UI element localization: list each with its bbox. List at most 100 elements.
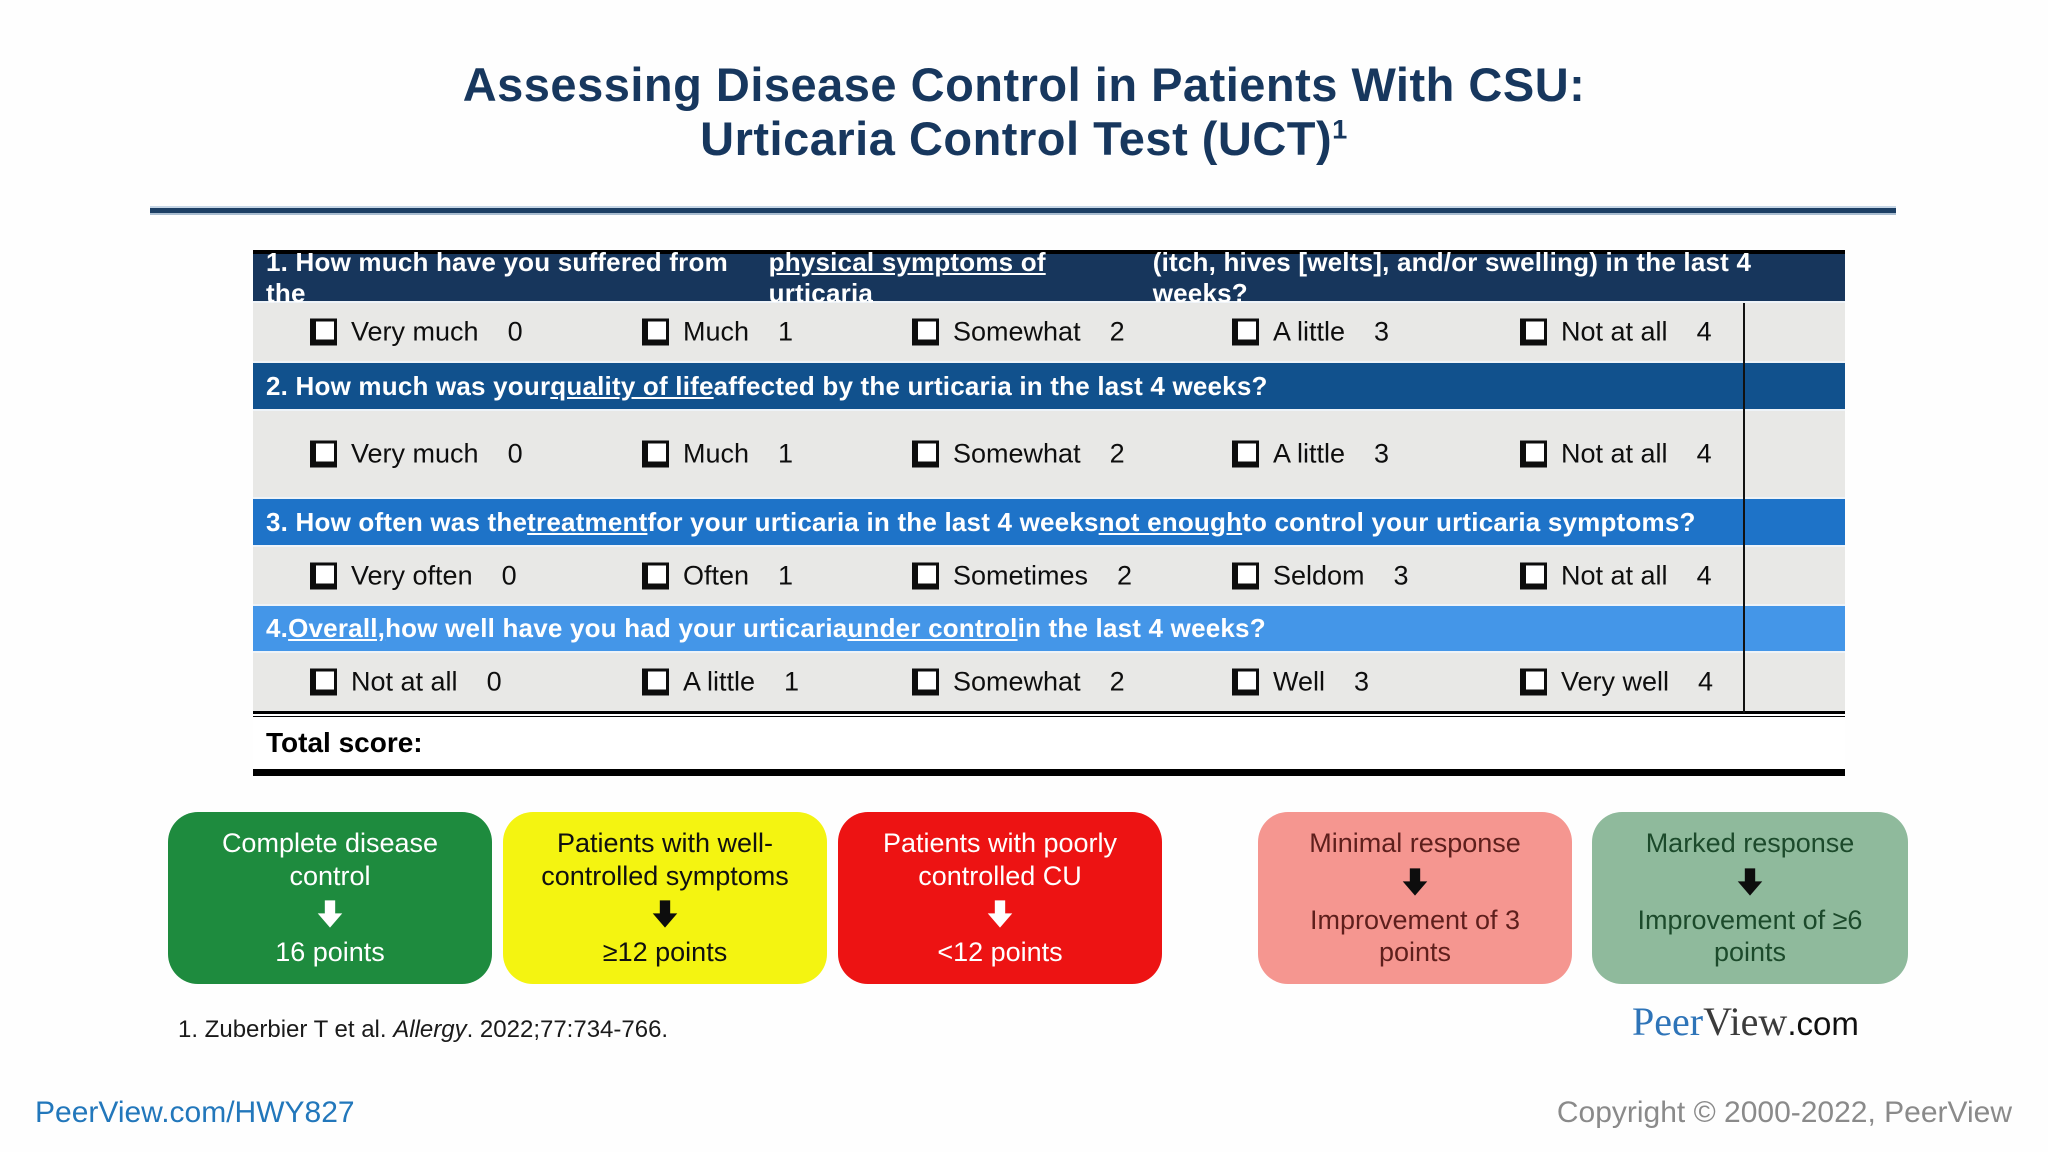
answer-label: A little bbox=[1273, 438, 1346, 469]
checkbox-icon[interactable] bbox=[1520, 562, 1547, 589]
checkbox-icon[interactable] bbox=[642, 440, 669, 468]
answer-option[interactable]: A little 1 bbox=[642, 667, 799, 698]
question-3-header: 3. How often was the treatment for your … bbox=[253, 497, 1845, 547]
total-score-row: Total score: bbox=[253, 717, 1845, 769]
score-box-points: Improvement of ≥6 points bbox=[1637, 904, 1863, 968]
answer-option[interactable]: Somewhat 2 bbox=[912, 439, 1125, 470]
answer-score: 4 bbox=[1696, 438, 1712, 469]
answer-label: Much bbox=[683, 438, 750, 469]
checkbox-icon[interactable] bbox=[1520, 668, 1547, 696]
checkbox-icon[interactable] bbox=[1232, 440, 1259, 468]
score-box-points: ≥12 points bbox=[602, 937, 728, 968]
checkbox-icon[interactable] bbox=[310, 668, 337, 696]
answer-option[interactable]: Much 1 bbox=[642, 317, 793, 348]
slide-title: Assessing Disease Control in Patients Wi… bbox=[0, 58, 2048, 165]
score-box-title: Complete disease control bbox=[221, 827, 439, 891]
answer-option[interactable]: Sometimes 2 bbox=[912, 560, 1132, 591]
answer-option[interactable]: Somewhat 2 bbox=[912, 667, 1125, 698]
checkbox-icon[interactable] bbox=[310, 318, 337, 346]
answer-option[interactable]: A little 3 bbox=[1232, 317, 1389, 348]
answer-label: Somewhat bbox=[953, 316, 1081, 347]
total-score-separator bbox=[253, 711, 1845, 717]
answer-option[interactable]: Not at all 4 bbox=[1520, 439, 1712, 470]
checkbox-icon[interactable] bbox=[310, 440, 337, 468]
score-box-title: Minimal response bbox=[1309, 827, 1521, 858]
question-2-answers: Very much 0 Much 1 Somewhat 2 A little 3 Not… bbox=[253, 411, 1845, 497]
total-score-label: Total score: bbox=[266, 727, 423, 758]
answer-option[interactable]: Very much 0 bbox=[310, 439, 523, 470]
logo-com: .com bbox=[1787, 1005, 1859, 1042]
checkbox-icon[interactable] bbox=[912, 318, 939, 346]
answer-option[interactable]: A little 3 bbox=[1232, 439, 1389, 470]
answer-label: Somewhat bbox=[953, 438, 1081, 469]
down-arrow-icon bbox=[317, 900, 343, 929]
answer-label: Often bbox=[683, 560, 750, 590]
answer-score: 2 bbox=[1109, 316, 1125, 347]
answer-label: Sometimes bbox=[953, 560, 1089, 590]
checkbox-icon[interactable] bbox=[1520, 318, 1547, 346]
checkbox-icon[interactable] bbox=[642, 562, 669, 589]
score-box-marked-response: Marked response Improvement of ≥6 points bbox=[1592, 812, 1908, 984]
answer-score: 3 bbox=[1354, 666, 1370, 697]
answer-label: Not at all bbox=[351, 666, 458, 697]
checkbox-icon[interactable] bbox=[1232, 318, 1259, 346]
logo-view: View bbox=[1703, 999, 1788, 1044]
answer-label: Not at all bbox=[1561, 316, 1668, 347]
score-box-points: Improvement of 3 points bbox=[1309, 904, 1521, 968]
down-arrow-icon bbox=[652, 900, 678, 929]
answer-label: Seldom bbox=[1273, 560, 1365, 590]
answer-score: 1 bbox=[784, 666, 800, 697]
checkbox-icon[interactable] bbox=[310, 562, 337, 589]
answer-option[interactable]: Well 3 bbox=[1232, 667, 1369, 698]
slide-title-line2: Urticaria Control Test (UCT)1 bbox=[700, 111, 1348, 165]
answer-score: 3 bbox=[1374, 438, 1390, 469]
answer-option[interactable]: Seldom 3 bbox=[1232, 560, 1409, 591]
checkbox-icon[interactable] bbox=[912, 562, 939, 589]
question-3-answers: Very often 0 Often 1 Sometimes 2 Seldom 3 No… bbox=[253, 547, 1845, 604]
answer-option[interactable]: Not at all 4 bbox=[1520, 560, 1712, 591]
checkbox-icon[interactable] bbox=[912, 668, 939, 696]
logo-peer: Peer bbox=[1632, 999, 1704, 1044]
score-box-title: Marked response bbox=[1645, 827, 1855, 858]
answer-score: 2 bbox=[1109, 438, 1125, 469]
answer-option[interactable]: Very often 0 bbox=[310, 560, 517, 591]
peerview-logo: PeerView.com bbox=[1632, 998, 1859, 1045]
answer-option[interactable]: Very well 4 bbox=[1520, 667, 1713, 698]
answer-label: Very well bbox=[1561, 666, 1670, 697]
question-4-answers: Not at all 0 A little 1 Somewhat 2 Well 3 Ve… bbox=[253, 653, 1845, 711]
answer-option[interactable]: Somewhat 2 bbox=[912, 317, 1125, 348]
answer-option[interactable]: Much 1 bbox=[642, 439, 793, 470]
checkbox-icon[interactable] bbox=[1232, 562, 1259, 589]
program-url-link[interactable]: PeerView.com/HWY827 bbox=[35, 1096, 355, 1129]
answer-option[interactable]: Not at all 0 bbox=[310, 667, 502, 698]
uct-questionnaire-table: 1. How much have you suffered from the p… bbox=[253, 247, 1845, 776]
answer-label: A little bbox=[1273, 316, 1346, 347]
answer-score: 2 bbox=[1109, 666, 1125, 697]
down-arrow-icon bbox=[987, 900, 1013, 929]
score-box-points: 16 points bbox=[275, 937, 385, 968]
score-box-complete-control: Complete disease control 16 points bbox=[168, 812, 492, 984]
answer-score: 0 bbox=[507, 438, 523, 469]
slide-title-line1: Assessing Disease Control in Patients Wi… bbox=[462, 58, 1586, 111]
checkbox-icon[interactable] bbox=[642, 318, 669, 346]
answer-score: 0 bbox=[501, 560, 517, 590]
answer-option[interactable]: Often 1 bbox=[642, 560, 793, 591]
answer-label: Well bbox=[1273, 666, 1326, 697]
score-box-points: <12 points bbox=[937, 937, 1063, 968]
answer-option[interactable]: Not at all 4 bbox=[1520, 317, 1712, 348]
answer-label: Very much bbox=[351, 438, 479, 469]
answer-score: 4 bbox=[1696, 316, 1712, 347]
table-bottom-border bbox=[253, 769, 1845, 776]
answer-score: 1 bbox=[778, 316, 794, 347]
title-divider bbox=[150, 206, 1896, 215]
answer-option[interactable]: Very much 0 bbox=[310, 317, 523, 348]
answer-label: Very much bbox=[351, 316, 479, 347]
checkbox-icon[interactable] bbox=[1232, 668, 1259, 696]
checkbox-icon[interactable] bbox=[642, 668, 669, 696]
checkbox-icon[interactable] bbox=[1520, 440, 1547, 468]
answer-score: 1 bbox=[778, 438, 794, 469]
answer-score: 0 bbox=[507, 316, 523, 347]
score-box-well-controlled: Patients with well-controlled symptoms ≥… bbox=[503, 812, 827, 984]
checkbox-icon[interactable] bbox=[912, 440, 939, 468]
